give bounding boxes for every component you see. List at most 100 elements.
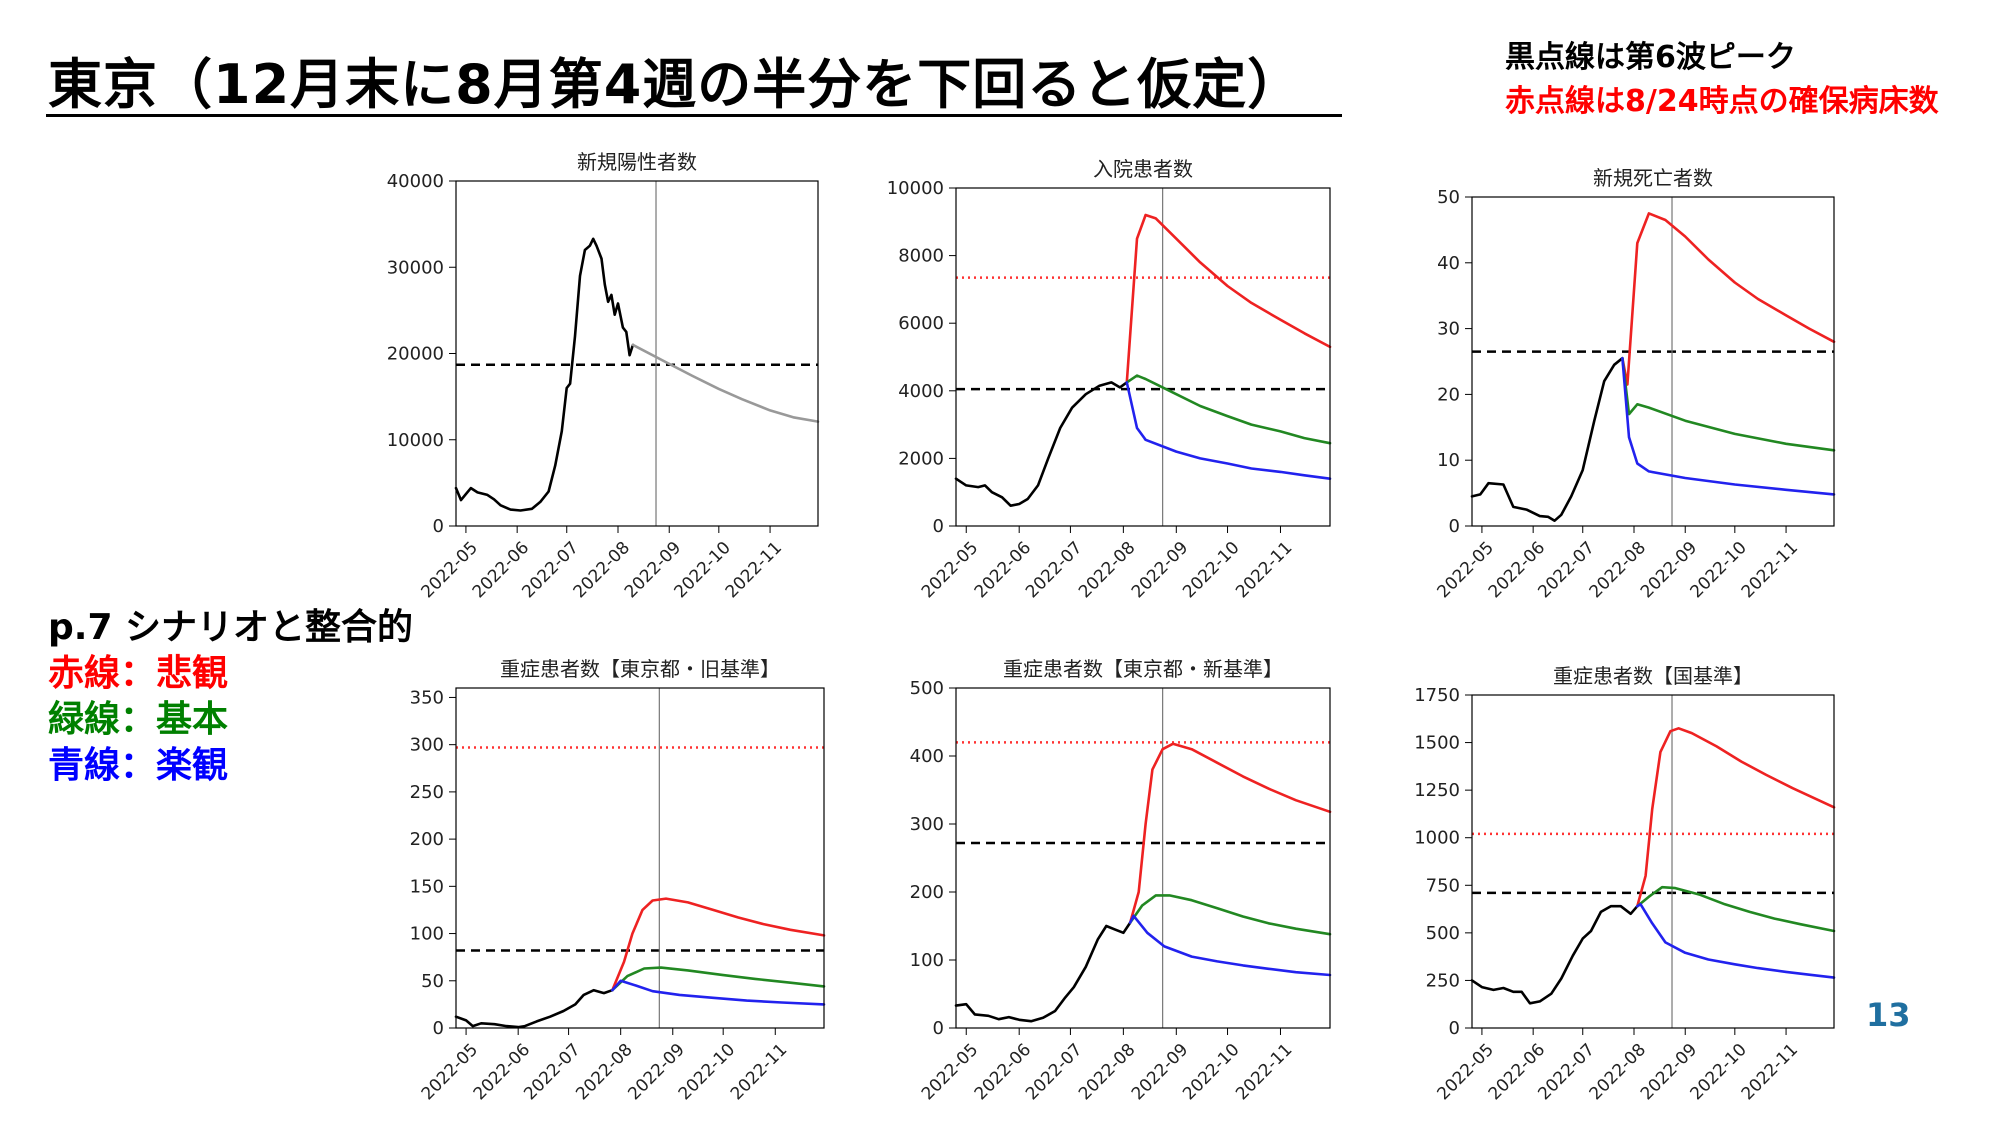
series-history <box>454 237 635 512</box>
chart-panel-6: 重症患者数【国基準】 0 250 500 750 1000 1250 1500 1750 2022… <box>1414 664 1836 1104</box>
page-title: 東京（12月末に8月第4週の半分を下回ると仮定） <box>48 53 1303 116</box>
y-tick-label: 200 <box>410 829 444 850</box>
y-tick-label: 200 <box>910 882 944 903</box>
chart-title: 重症患者数【東京都・新基準】 <box>1003 657 1283 681</box>
chart-title: 重症患者数【国基準】 <box>1553 664 1753 688</box>
y-tick-label: 100 <box>910 950 944 971</box>
y-tick-label: 0 <box>1449 1018 1460 1039</box>
series-history <box>954 921 1132 1023</box>
x-tick-label: 2022-11 <box>1232 538 1296 602</box>
y-tick-label: 1250 <box>1414 780 1460 801</box>
y-tick-label: 0 <box>1449 516 1460 537</box>
series-optimistic <box>1128 914 1332 977</box>
chart-panel-4: 重症患者数【東京都・旧基準】 0 50 100 150 200 250 300 350 2022-… <box>410 657 826 1104</box>
peak6-note: 黒点線は第6波ピーク <box>1505 40 1796 75</box>
x-tick-label: 2022-10 <box>1179 538 1243 602</box>
x-tick-label: 2022-11 <box>1232 1040 1296 1104</box>
y-tick-label: 1000 <box>1414 828 1460 849</box>
bed-capacity-note: 赤点線は8/24時点の確保病床数 <box>1505 84 1939 119</box>
x-tick-label: 2022-07 <box>520 1040 584 1104</box>
y-tick-label: 500 <box>1426 923 1460 944</box>
x-tick-label: 2022-08 <box>1075 538 1139 602</box>
plot-frame <box>955 187 1331 527</box>
x-tick-label: 2022-08 <box>1075 1040 1139 1104</box>
y-tick-label: 0 <box>933 516 944 537</box>
y-tick-label: 40 <box>1437 253 1460 274</box>
y-tick-label: 10000 <box>387 430 444 451</box>
y-tick-label: 250 <box>410 782 444 803</box>
series-history <box>954 381 1129 507</box>
series-optimistic <box>1125 381 1332 480</box>
y-tick-label: 150 <box>410 876 444 897</box>
page-number: 13 <box>1866 996 1911 1034</box>
chart-panel-3: 新規死亡者数010203040502022-052022-062022-0720… <box>1434 166 1836 602</box>
series-history <box>1470 356 1624 522</box>
series-optimistic <box>1621 356 1836 496</box>
series-projection <box>631 343 820 423</box>
series-history <box>1470 904 1639 1005</box>
y-tick-label: 20 <box>1437 384 1460 405</box>
chart-panel-5: 重症患者数【東京都・新基準】 0 100 200 300 400 500 2022-05 202… <box>910 657 1332 1104</box>
y-tick-label: 8000 <box>898 246 944 267</box>
y-tick-label: 400 <box>910 746 944 767</box>
y-tick-label: 250 <box>1426 970 1460 991</box>
y-tick-label: 300 <box>410 735 444 756</box>
x-tick-label: 2022-11 <box>1738 538 1802 602</box>
y-tick-label: 0 <box>933 1018 944 1039</box>
x-tick-label: 2022-08 <box>572 1040 636 1104</box>
plot-frame <box>955 687 1331 1029</box>
y-tick-label: 10 <box>1437 450 1460 471</box>
y-tick-label: 50 <box>421 971 444 992</box>
y-tick-label: 0 <box>433 1018 444 1039</box>
y-tick-label: 750 <box>1426 875 1460 896</box>
plot-frame <box>455 180 819 527</box>
y-tick-label: 30 <box>1437 319 1460 340</box>
y-tick-label: 20000 <box>387 344 444 365</box>
series-pessimistic <box>1621 212 1836 386</box>
chart-title: 新規死亡者数 <box>1593 166 1713 190</box>
y-tick-label: 1500 <box>1414 733 1460 754</box>
x-tick-label: 2022-10 <box>1179 1040 1243 1104</box>
legend-optimistic: 青線：楽観 <box>48 745 229 786</box>
series-base <box>1125 374 1332 445</box>
series-pessimistic <box>1125 213 1332 384</box>
y-tick-label: 500 <box>910 678 944 699</box>
y-tick-label: 2000 <box>898 448 944 469</box>
y-tick-label: 10000 <box>887 178 944 199</box>
x-tick-label: 2022-05 <box>918 538 982 602</box>
x-tick-label: 2022-10 <box>675 1040 739 1104</box>
series-base <box>1621 356 1836 452</box>
chart-title: 入院患者数 <box>1093 157 1193 181</box>
chart-title: 新規陽性者数 <box>577 150 697 174</box>
chart-panel-1: 新規陽性者数0100002000030000400002022-052022-0… <box>387 150 820 602</box>
chart-panel-2: 入院患者数 0 2000 4000 6000 8000 10000 2022-05 2022-0… <box>887 157 1332 602</box>
x-tick-label: 2022-07 <box>1022 538 1086 602</box>
series-optimistic <box>611 979 826 1006</box>
series-pessimistic <box>1128 742 1332 924</box>
series-base <box>1636 885 1836 933</box>
y-tick-label: 50 <box>1437 187 1460 208</box>
y-tick-label: 30000 <box>387 257 444 278</box>
series-history <box>454 988 614 1029</box>
legend-pessimistic: 赤線：悲観 <box>48 653 229 694</box>
x-tick-label: 2022-11 <box>727 1040 791 1104</box>
y-tick-label: 40000 <box>387 171 444 192</box>
y-tick-label: 0 <box>433 516 444 537</box>
x-tick-label: 2022-07 <box>1022 1040 1086 1104</box>
y-tick-label: 350 <box>410 687 444 708</box>
series-pessimistic <box>611 897 826 992</box>
series-base <box>611 966 826 992</box>
title-underline <box>46 114 1342 117</box>
scenario-legend: p.7 シナリオと整合的 赤線：悲観 緑線：基本 青線：楽観 <box>48 605 413 789</box>
y-tick-label: 4000 <box>898 381 944 402</box>
y-tick-label: 6000 <box>898 313 944 334</box>
y-tick-label: 1750 <box>1414 685 1460 706</box>
plot-frame <box>455 687 825 1029</box>
x-tick-label: 2022-05 <box>918 1040 982 1104</box>
x-tick-label: 2022-11 <box>722 538 786 602</box>
series-base <box>1128 894 1332 936</box>
series-pessimistic <box>1636 727 1836 908</box>
x-tick-label: 2022-05 <box>418 1040 482 1104</box>
plot-frame <box>1471 196 1835 527</box>
